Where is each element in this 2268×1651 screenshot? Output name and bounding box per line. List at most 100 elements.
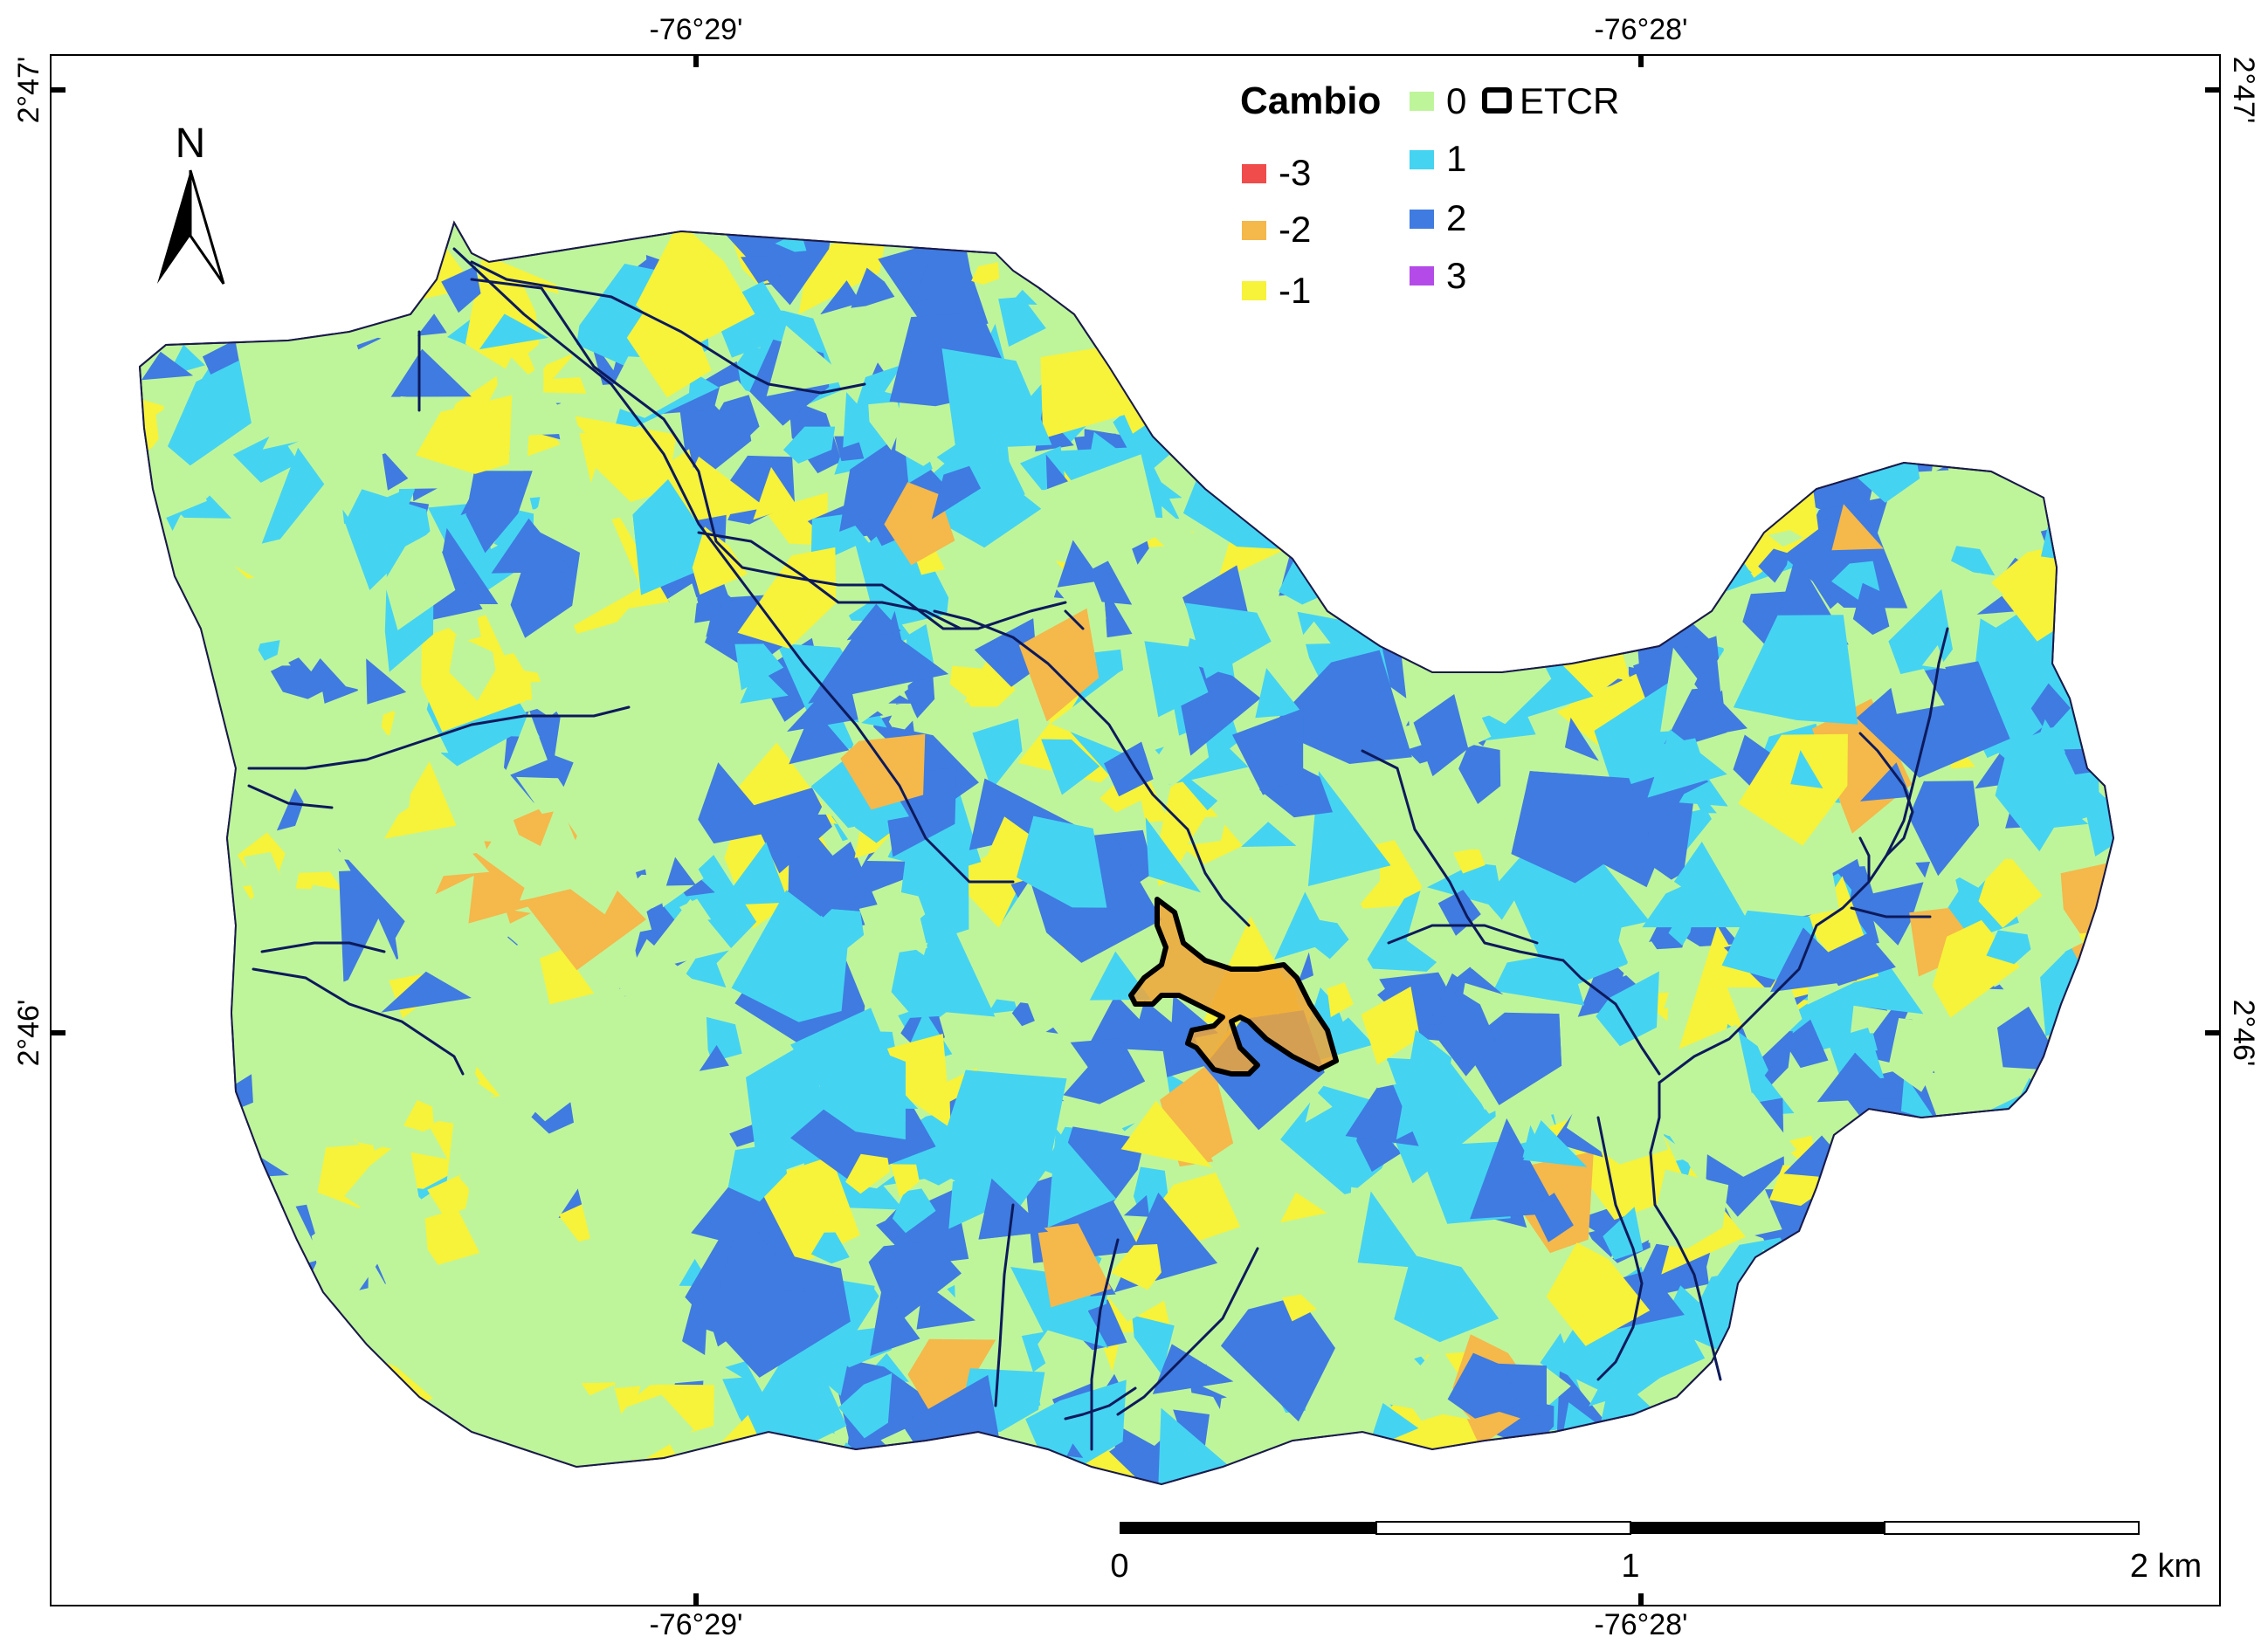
change-patch bbox=[1244, 1236, 1270, 1290]
change-patch bbox=[366, 223, 404, 242]
change-patch bbox=[233, 1361, 251, 1380]
change-patch bbox=[1440, 539, 1473, 580]
change-patch bbox=[1522, 401, 1565, 426]
change-patch bbox=[416, 395, 513, 474]
change-patch bbox=[795, 915, 850, 968]
change-patch bbox=[2085, 788, 2113, 856]
change-patch bbox=[1042, 223, 1135, 274]
change-patch bbox=[1837, 1284, 1906, 1349]
river-line bbox=[1858, 836, 1871, 884]
change-patch bbox=[1872, 1390, 1956, 1484]
change-patch bbox=[2000, 1101, 2054, 1160]
change-patch bbox=[727, 1143, 788, 1202]
change-patch bbox=[240, 1238, 271, 1276]
change-patch bbox=[1394, 1255, 1499, 1343]
change-patch bbox=[1502, 323, 1546, 375]
change-patch bbox=[1461, 428, 1601, 523]
change-patch bbox=[1816, 1052, 1900, 1103]
change-patch bbox=[1995, 726, 2080, 852]
change-patch bbox=[2025, 1113, 2097, 1191]
change-patch bbox=[1261, 1268, 1293, 1297]
change-patch bbox=[1775, 262, 1878, 361]
change-patch bbox=[195, 880, 229, 907]
change-patch bbox=[1369, 1060, 1396, 1089]
change-patch bbox=[1353, 605, 1392, 634]
river-network bbox=[247, 247, 1949, 1451]
change-patch bbox=[576, 1088, 649, 1173]
change-patch bbox=[1624, 487, 1697, 563]
legend: Cambio -3 -2 -1 0 1 2 3 ETCR bbox=[1240, 79, 1619, 311]
change-patch bbox=[1577, 921, 1622, 967]
change-patch bbox=[520, 1219, 603, 1289]
change-patch bbox=[1660, 404, 1691, 437]
change-patch bbox=[1532, 1193, 1574, 1242]
change-patch bbox=[211, 1389, 321, 1484]
change-patch bbox=[1988, 1349, 2023, 1376]
change-patch bbox=[933, 1070, 1067, 1214]
change-patch bbox=[2032, 1445, 2068, 1484]
change-patch bbox=[1310, 919, 1349, 960]
change-patch bbox=[903, 671, 935, 719]
change-patch bbox=[1296, 440, 1320, 456]
change-patch bbox=[140, 788, 186, 880]
change-patch bbox=[1790, 750, 1823, 788]
change-patch bbox=[2035, 801, 2089, 830]
change-patch bbox=[161, 700, 189, 748]
change-patch bbox=[382, 1194, 416, 1216]
change-patch bbox=[1058, 1038, 1146, 1104]
change-patch bbox=[1593, 1416, 1674, 1479]
change-patch bbox=[2016, 1200, 2099, 1324]
change-patch bbox=[982, 879, 1057, 966]
change-patch bbox=[1470, 1118, 1559, 1220]
change-patch bbox=[1745, 1410, 1791, 1465]
change-patch bbox=[1832, 1331, 1907, 1409]
change-patch bbox=[969, 816, 1074, 897]
change-patch bbox=[889, 939, 964, 1040]
change-patch bbox=[162, 1022, 222, 1087]
change-patch bbox=[615, 939, 695, 999]
change-patch bbox=[1453, 848, 1486, 874]
river-line bbox=[1387, 924, 1539, 945]
basin bbox=[139, 222, 2114, 1485]
change-patch bbox=[1555, 505, 1610, 589]
change-patch bbox=[250, 1054, 348, 1140]
change-patch bbox=[699, 1045, 729, 1071]
change-patch bbox=[2060, 860, 2113, 967]
change-patch bbox=[571, 763, 716, 878]
change-patch bbox=[258, 466, 348, 567]
change-patch bbox=[449, 635, 496, 701]
change-patch bbox=[1374, 566, 1479, 664]
change-patch bbox=[1909, 908, 1980, 977]
change-patch bbox=[1679, 766, 1728, 807]
change-patch bbox=[1818, 1340, 1906, 1393]
change-patch bbox=[341, 1391, 418, 1484]
change-patch bbox=[1169, 1053, 1186, 1073]
change-patch bbox=[1148, 389, 1170, 416]
change-patch bbox=[1852, 582, 1890, 636]
change-patch bbox=[1437, 890, 1481, 936]
change-patch bbox=[723, 223, 838, 306]
change-patch bbox=[1511, 771, 1649, 884]
change-patch bbox=[1505, 361, 1582, 427]
change-patch bbox=[366, 1374, 403, 1421]
change-patch bbox=[1589, 1382, 1618, 1407]
change-patch bbox=[2093, 402, 2113, 452]
change-patch bbox=[879, 889, 926, 929]
change-patch bbox=[1184, 602, 1272, 679]
change-patch bbox=[203, 874, 227, 898]
change-patch bbox=[1298, 952, 1313, 982]
change-patch bbox=[1974, 1369, 2049, 1476]
change-patch bbox=[1550, 454, 1622, 506]
change-patch bbox=[1278, 535, 1362, 605]
change-patch bbox=[1733, 1408, 1780, 1455]
legend-label-0: 0 bbox=[1446, 80, 1466, 121]
change-patch bbox=[1442, 343, 1485, 397]
change-patch bbox=[1462, 485, 1508, 543]
change-patch bbox=[368, 1255, 393, 1301]
change-patch bbox=[2057, 470, 2113, 547]
change-patch bbox=[240, 1238, 271, 1276]
change-patch bbox=[1598, 223, 1661, 261]
change-patch bbox=[2024, 1429, 2113, 1484]
change-patch bbox=[2032, 1445, 2068, 1484]
change-patch bbox=[766, 325, 850, 396]
